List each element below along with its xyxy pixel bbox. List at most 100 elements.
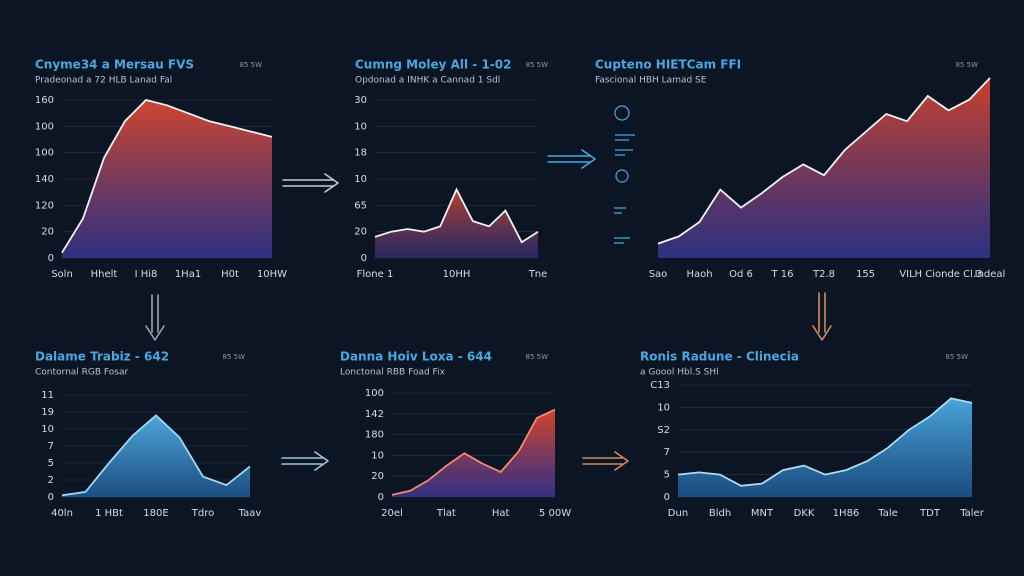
- y-tick-label: 142: [365, 409, 384, 420]
- y-tick-label: 0: [664, 492, 670, 503]
- x-tick-label: Soln: [51, 269, 73, 280]
- badge: 85 5W: [222, 353, 245, 361]
- y-tick-label: 10: [371, 450, 384, 461]
- arrow-right: [582, 451, 629, 471]
- x-tick-label: Flone 1: [357, 269, 394, 280]
- x-tick-label: Sao: [649, 269, 668, 280]
- icon: [615, 134, 635, 156]
- y-tick-label: 2: [48, 475, 54, 486]
- chart-title: Cnyme34 a Mersau FVS: [35, 58, 194, 72]
- chart-subtitle: Opdonad a INHK a Cannad 1 Sdl: [355, 76, 500, 86]
- y-tick-label: 100: [35, 148, 54, 159]
- x-tick-label: 5 00W: [539, 508, 571, 519]
- x-tick-label: TDT: [919, 508, 941, 519]
- line: [374, 187, 539, 244]
- y-tick-label: 10: [41, 424, 54, 435]
- y-tick-label: 18: [354, 148, 367, 159]
- y-tick-label: S2: [657, 425, 670, 436]
- y-tick-label: 65: [354, 200, 367, 211]
- x-tick-label: Hhelt: [91, 269, 118, 280]
- line: [657, 77, 991, 245]
- x-tick-label: 1 HBt: [95, 508, 123, 519]
- y-tick-label: 10: [657, 402, 670, 413]
- y-tick-label: 120: [35, 200, 54, 211]
- badge: 85 5W: [525, 353, 548, 361]
- y-tick-label: 0: [48, 492, 54, 503]
- x-tick-label: Bldh: [709, 508, 731, 519]
- y-tick-label: 10: [354, 174, 367, 185]
- badge: 85 5W: [239, 61, 262, 69]
- x-tick-label: Tdro: [191, 508, 214, 519]
- area-fill: [392, 409, 555, 497]
- y-tick-label: 160: [35, 95, 54, 106]
- x-tick-label: Indeal: [975, 269, 1006, 280]
- line: [61, 414, 251, 497]
- x-tick-label: 10HW: [257, 269, 287, 280]
- x-tick-label: Hat: [492, 508, 510, 519]
- x-tick-label: MNT: [751, 508, 774, 519]
- x-tick-label: Haoh: [686, 269, 712, 280]
- y-tick-label: 5: [48, 458, 54, 469]
- icon: [614, 105, 630, 121]
- badge: 85 5W: [955, 61, 978, 69]
- chart-title: Danna Hoiv Loxa - 644: [340, 350, 492, 364]
- chart: Danna Hoiv Loxa - 644 Lonctonal RBB Foad …: [340, 350, 571, 520]
- badge: 85 5W: [945, 353, 968, 361]
- x-tick-label: I Hi8: [135, 269, 158, 280]
- chart-title: Cupteno HIETCam FFI: [595, 58, 741, 72]
- chart: Dalame Trabiz - 642 Contornal RGB Fosar 85…: [35, 350, 261, 520]
- x-tick-label: 1Ha1: [175, 269, 201, 280]
- flow-arrows: [145, 149, 832, 471]
- x-tick-label: 40ln: [51, 508, 73, 519]
- x-tick-label: Dun: [668, 508, 688, 519]
- y-tick-label: 0: [378, 492, 384, 503]
- x-tick-label: Tne: [528, 269, 548, 280]
- y-tick-label: 20: [354, 227, 367, 238]
- arrow-down: [812, 292, 832, 341]
- x-tick-label: T 16: [770, 269, 793, 280]
- icon: [614, 207, 630, 244]
- x-tick-label: T2.8: [812, 269, 835, 280]
- x-tick-label: 155: [856, 269, 875, 280]
- arrow-down: [145, 294, 165, 341]
- x-tick-label: 20el: [381, 508, 403, 519]
- y-tick-label: 0: [361, 253, 367, 264]
- arrow-right: [547, 149, 596, 169]
- y-tick-label: 30: [354, 95, 367, 106]
- y-tick-label: 100: [365, 388, 384, 399]
- y-tick-label: 20: [371, 471, 384, 482]
- x-tick-label: Taler: [959, 508, 985, 519]
- x-tick-label: Taav: [238, 508, 262, 519]
- x-tick-label: Tlat: [436, 508, 456, 519]
- y-tick-label: 180: [365, 430, 384, 441]
- arrow-right: [282, 173, 339, 193]
- x-tick-label: 10HH: [443, 269, 471, 280]
- y-tick-label: 5: [664, 470, 670, 481]
- icon: [615, 169, 629, 183]
- x-tick-label: 180E: [143, 508, 168, 519]
- y-tick-label: 100: [35, 121, 54, 132]
- line: [677, 397, 973, 487]
- chart-title: Dalame Trabiz - 642: [35, 350, 169, 364]
- chart-title: Ronis Radune - Clinecia: [640, 350, 799, 364]
- chart: Ronis Radune - Clinecia a Goool Hbl.S SHl…: [640, 350, 985, 520]
- y-tick-label: 140: [35, 174, 54, 185]
- x-tick-label: H Cionde Cl.3: [915, 269, 983, 280]
- area-fill: [375, 189, 538, 258]
- x-tick-label: H0t: [221, 269, 239, 280]
- chart-title: Cumng Moley All - 1-02: [355, 58, 511, 72]
- x-tick-label: DKK: [794, 508, 815, 519]
- y-tick-label: 10: [354, 121, 367, 132]
- chart-subtitle: Pradeonad a 72 HLB Lanad Fal: [35, 76, 172, 86]
- chart-subtitle: Lonctonal RBB Foad Fix: [340, 368, 446, 378]
- chart: Cupteno HIETCam FFI Fascional HBH Lamad S…: [595, 58, 1005, 281]
- y-tick-label: 7: [664, 447, 670, 458]
- side-icons: [614, 105, 635, 244]
- y-tick-label: 7: [48, 441, 54, 452]
- x-tick-label: VIL: [899, 269, 915, 280]
- badge: 85 5W: [525, 61, 548, 69]
- y-tick-label: 11: [41, 390, 54, 401]
- x-tick-label: Tale: [877, 508, 898, 519]
- chart-subtitle: Fascional HBH Lamad SE: [595, 76, 707, 86]
